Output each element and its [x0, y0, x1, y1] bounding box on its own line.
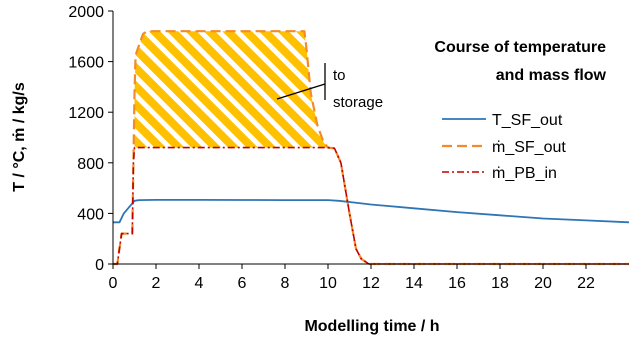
x-tick-label: 16 [448, 275, 466, 292]
legend-label-T_SF_out: T_SF_out [492, 112, 563, 129]
series-line-T_SF_out [113, 198, 630, 224]
chart-title-line-1: Course of temperature [434, 39, 606, 56]
y-tick-label: 1600 [68, 55, 104, 72]
x-tick-label: 0 [109, 275, 118, 292]
legend: T_SF_out ṁ_SF_out ṁ_PB_in [442, 112, 566, 182]
axes: 0 2 4 6 8 10 12 14 16 18 20 22 0 400 800 1200 1600 2000 [68, 4, 629, 292]
y-tick-label: 2000 [68, 4, 104, 21]
x-tick-label: 2 [152, 275, 161, 292]
storage-annotation-line-2: storage [333, 94, 383, 111]
y-tick-label: 400 [77, 206, 104, 223]
y-tick-label: 1200 [68, 105, 104, 122]
storage-annotation-leader [276, 83, 326, 100]
labels: T / °C, ṁ / kg/s Modelling time / h Cour… [11, 39, 607, 335]
chart-title-line-2: and mass flow [496, 67, 607, 84]
x-tick-label: 18 [491, 275, 509, 292]
x-tick-label: 10 [319, 275, 337, 292]
x-tick-label: 12 [362, 275, 380, 292]
legend-label-ṁ_PB_in: ṁ_PB_in [492, 165, 557, 182]
y-tick-label: 800 [77, 156, 104, 173]
x-tick-label: 20 [534, 275, 552, 292]
storage-hatched-region [134, 31, 328, 148]
y-tick-label: 0 [95, 257, 104, 274]
x-tick-label: 14 [405, 275, 423, 292]
series-line-ṁ_PB_in [113, 146, 629, 265]
storage-annotation-line-1: to [333, 67, 346, 84]
x-tick-label: 4 [195, 275, 204, 292]
x-tick-label: 22 [577, 275, 595, 292]
legend-label-ṁ_SF_out: ṁ_SF_out [492, 139, 566, 156]
plot-area [113, 30, 630, 266]
x-tick-label: 6 [238, 275, 247, 292]
y-axis-title: T / °C, ṁ / kg/s [11, 82, 28, 192]
x-axis-title: Modelling time / h [304, 318, 439, 335]
x-tick-label: 8 [281, 275, 290, 292]
